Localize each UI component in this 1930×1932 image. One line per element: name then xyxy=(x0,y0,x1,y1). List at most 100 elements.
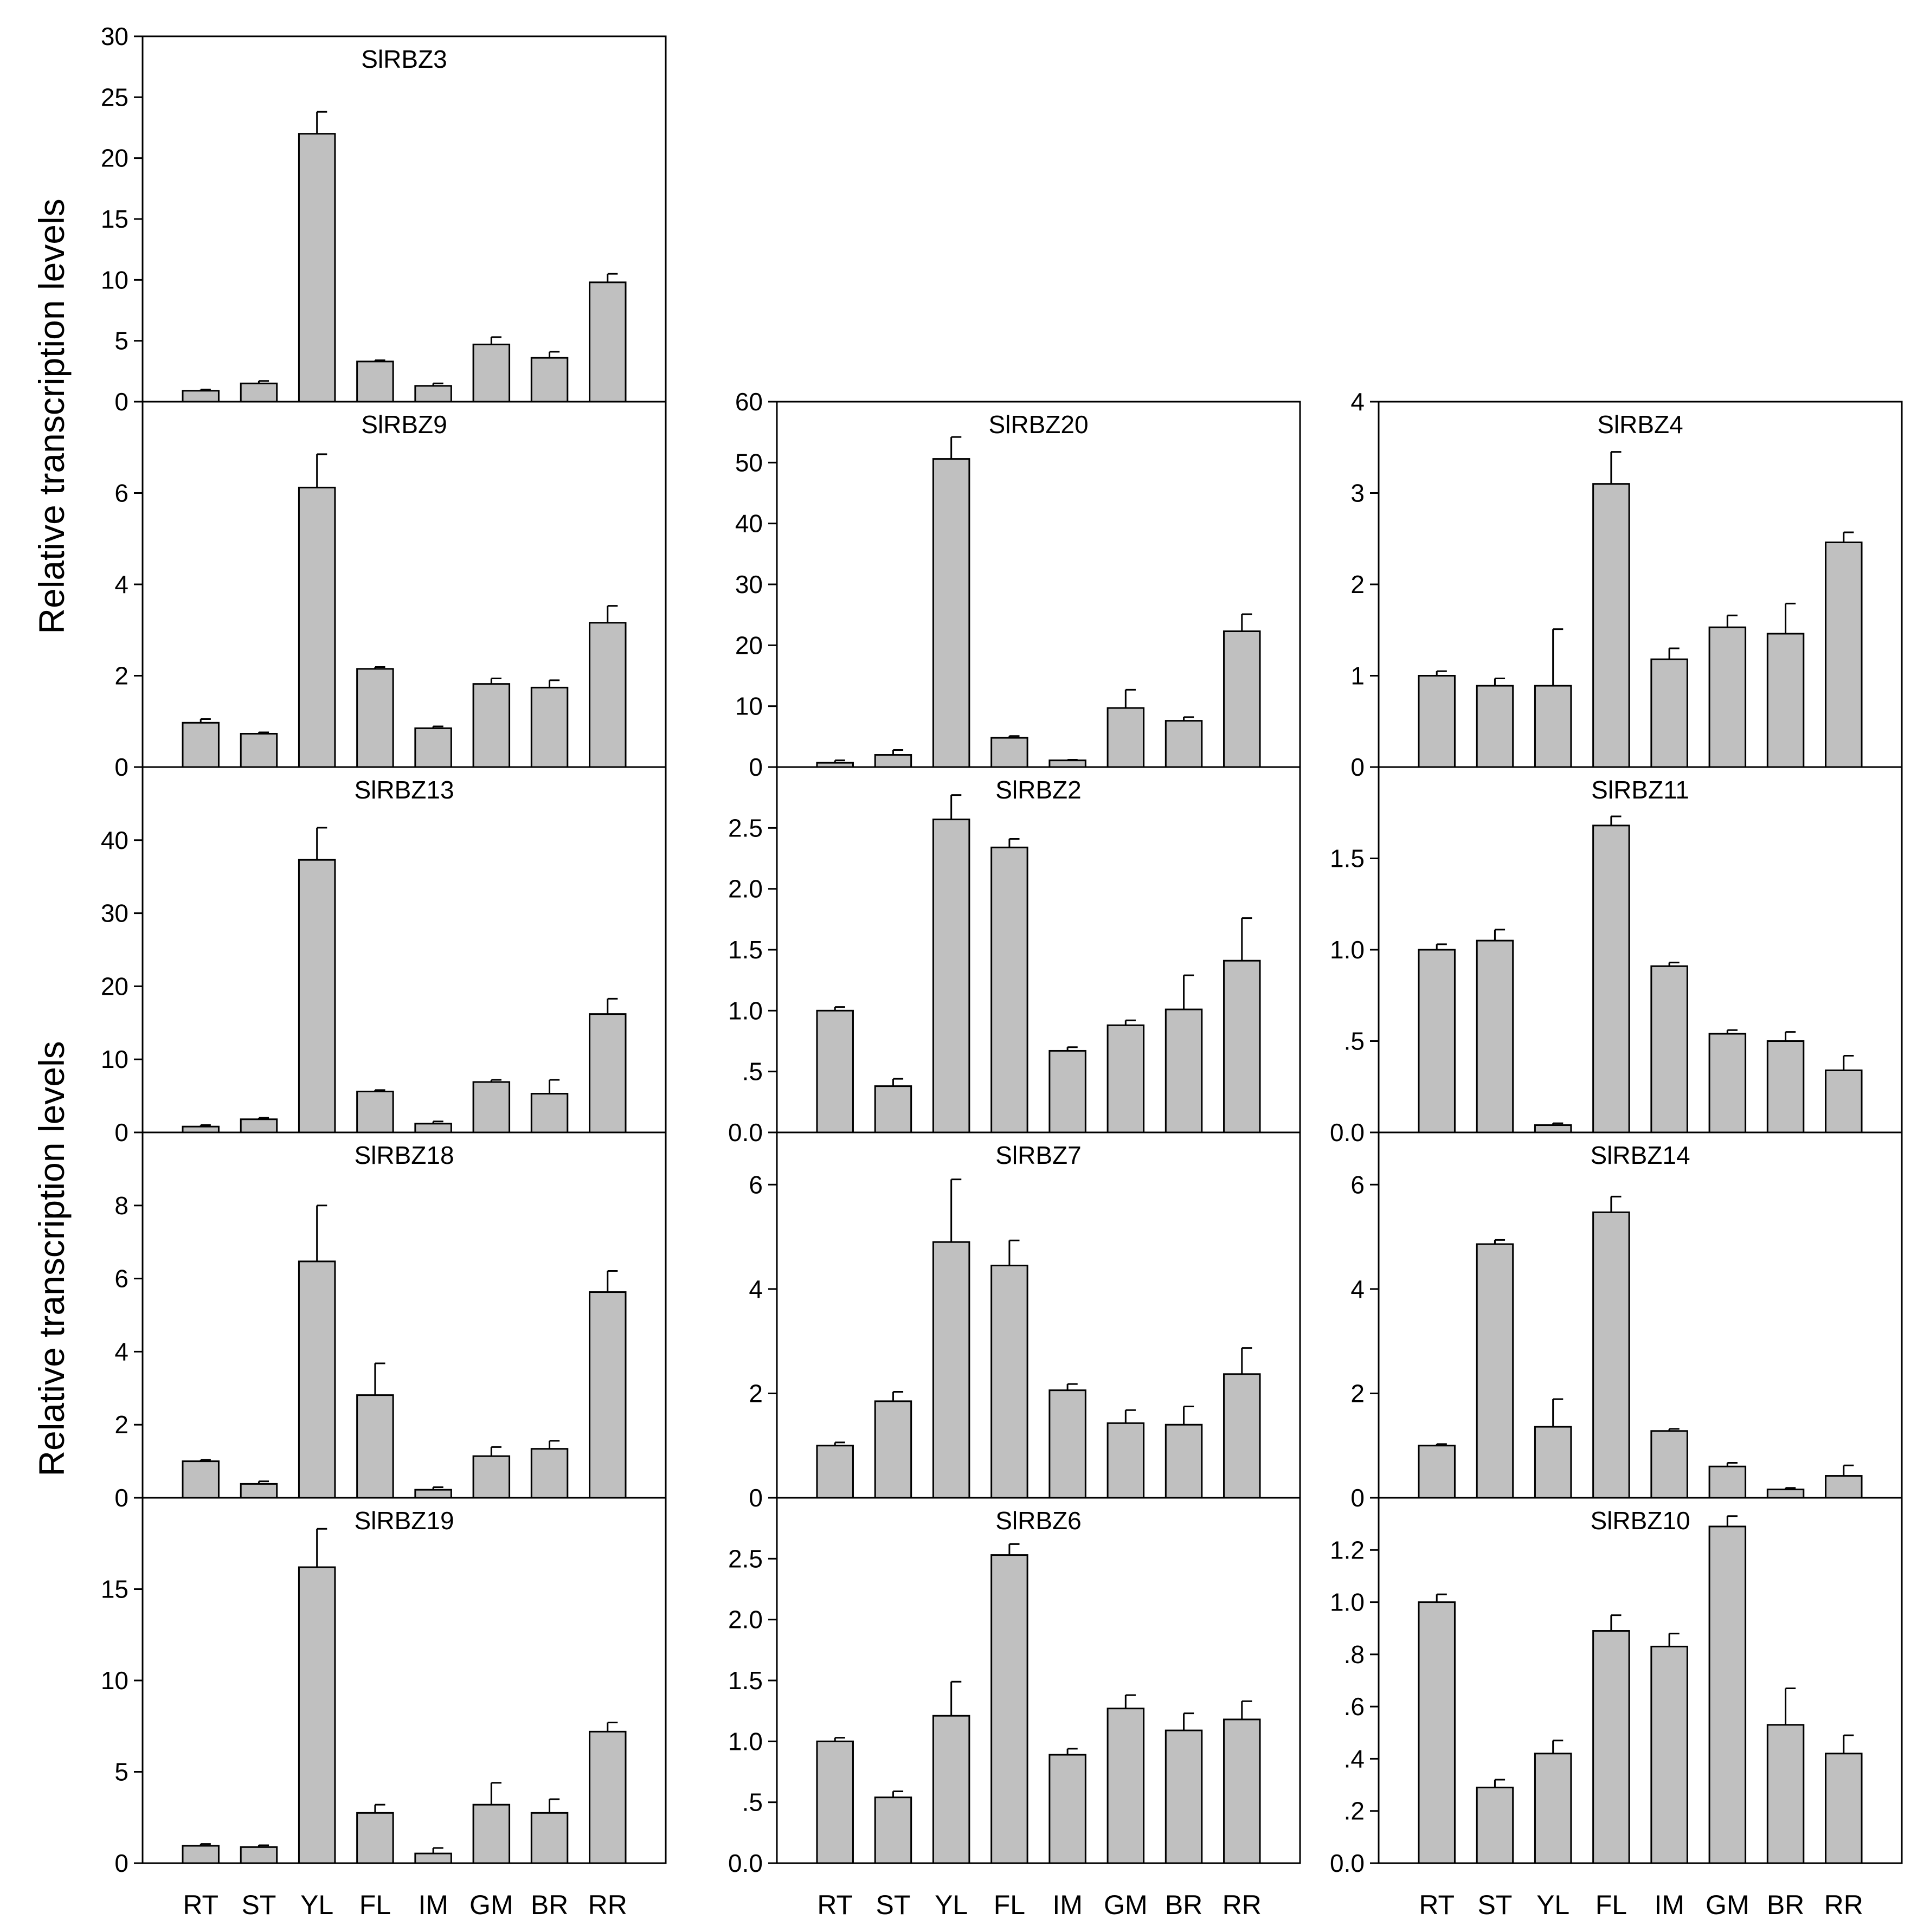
bar xyxy=(1165,720,1203,768)
chart-panel: SlRBZ14 0 2 4 6 xyxy=(1350,1131,1903,1512)
bar xyxy=(1592,825,1630,1134)
y-tick-label: .6 xyxy=(1344,1692,1365,1721)
panel-frame xyxy=(141,766,667,1134)
bar xyxy=(240,732,278,768)
panel-frame xyxy=(1378,766,1903,1134)
y-tick-label: 6 xyxy=(749,1170,763,1199)
y-tick-label: 20 xyxy=(101,144,128,172)
y-tick-label: 4 xyxy=(1350,1275,1365,1303)
y-tick-label: 2.5 xyxy=(728,814,763,842)
y-tick-label: .5 xyxy=(742,1058,763,1086)
panel-frame xyxy=(776,1497,1301,1864)
bar xyxy=(1223,1373,1261,1499)
y-tick-label: .8 xyxy=(1344,1640,1365,1669)
bar xyxy=(356,360,394,403)
y-tick-label: 5 xyxy=(114,1758,128,1786)
y-tick-label: 1.5 xyxy=(1330,845,1365,873)
bar xyxy=(874,754,912,768)
panel-title: SlRBZ4 xyxy=(1597,410,1683,439)
bar xyxy=(1048,1754,1086,1864)
chart-panel: SlRBZ6 0.0 .5 1.0 1.5 2.0 2.5 RT ST YL FL IM GM BR RR xyxy=(728,1497,1301,1920)
x-tick-label: RR xyxy=(1223,1890,1262,1920)
bar xyxy=(182,1125,220,1134)
bar xyxy=(1534,1124,1572,1134)
x-tick-label: ST xyxy=(241,1890,276,1920)
panel-title: SlRBZ6 xyxy=(995,1506,1081,1535)
bar xyxy=(589,1730,627,1864)
bar xyxy=(1825,541,1863,768)
y-tick-label: 4 xyxy=(1350,388,1365,416)
bar xyxy=(932,458,970,768)
bar xyxy=(990,737,1028,768)
y-tick-label: 40 xyxy=(735,510,763,538)
bar xyxy=(298,133,336,403)
panel-title: SlRBZ3 xyxy=(361,45,447,73)
y-tick-label: 1.0 xyxy=(728,996,763,1025)
bar xyxy=(298,486,336,768)
y-tick-label: 0 xyxy=(749,1484,763,1512)
bar xyxy=(356,668,394,768)
x-tick-label: RT xyxy=(183,1890,218,1920)
y-tick-label: 0 xyxy=(114,1484,128,1512)
bar xyxy=(1418,1601,1456,1864)
bar xyxy=(298,1260,336,1499)
x-tick-label: BR xyxy=(531,1890,568,1920)
bar xyxy=(414,385,452,403)
bar xyxy=(414,1489,452,1499)
y-tick-label: 2.0 xyxy=(728,1606,763,1634)
y-tick-label: 1.0 xyxy=(1330,936,1365,964)
bar xyxy=(589,622,627,768)
y-tick-label: 30 xyxy=(101,22,128,50)
bar xyxy=(1106,1422,1145,1499)
bar xyxy=(1106,1708,1145,1864)
panel-frame xyxy=(1378,1497,1903,1864)
bar xyxy=(1476,685,1514,768)
panel-frame xyxy=(776,401,1301,768)
bar xyxy=(1048,1389,1086,1499)
chart-panel: SlRBZ4 0 1 2 3 4 xyxy=(1350,388,1903,781)
chart-panel: SlRBZ7 0 2 4 6 xyxy=(749,1131,1301,1512)
bar xyxy=(530,686,569,768)
panel-frame xyxy=(141,1131,667,1499)
bar xyxy=(1766,1724,1805,1864)
y-tick-label: 4 xyxy=(749,1275,763,1303)
y-tick-label: 1.0 xyxy=(728,1727,763,1755)
bar xyxy=(1418,949,1456,1134)
y-tick-label: 1.0 xyxy=(1330,1588,1365,1617)
chart-panel: SlRBZ18 0 2 4 6 8 xyxy=(114,1131,667,1512)
bar xyxy=(1223,959,1261,1134)
bar xyxy=(932,819,970,1134)
x-tick-label: GM xyxy=(1706,1890,1749,1920)
bar xyxy=(414,1852,452,1864)
bar xyxy=(530,357,569,403)
y-tick-label: 25 xyxy=(101,83,128,111)
bar xyxy=(589,281,627,403)
panel-frame xyxy=(141,401,667,768)
y-tick-label: 60 xyxy=(735,388,763,416)
panel-frame xyxy=(1378,401,1903,768)
x-tick-label: RT xyxy=(1419,1890,1455,1920)
y-tick-label: 0.0 xyxy=(728,1118,763,1147)
bar xyxy=(816,1740,854,1864)
bar xyxy=(1766,633,1805,768)
y-tick-label: 15 xyxy=(101,1575,128,1603)
chart-panel: SlRBZ3 0 5 10 15 20 25 30 xyxy=(101,22,667,416)
y-tick-label: 8 xyxy=(114,1192,128,1220)
bar xyxy=(1650,1430,1688,1499)
x-tick-label: IM xyxy=(1052,1890,1083,1920)
bar xyxy=(1165,1008,1203,1134)
bar xyxy=(472,683,511,768)
y-tick-label: 2.0 xyxy=(728,875,763,903)
bar xyxy=(182,1460,220,1499)
x-tick-label: ST xyxy=(1477,1890,1512,1920)
panel-title: SlRBZ19 xyxy=(354,1506,454,1535)
panel-title: SlRBZ20 xyxy=(988,410,1088,439)
x-tick-label: YL xyxy=(300,1890,333,1920)
bar xyxy=(356,1812,394,1864)
y-tick-label: 10 xyxy=(101,1666,128,1695)
panel-frame xyxy=(141,1497,667,1864)
y-tick-label: 5 xyxy=(114,327,128,355)
bar xyxy=(990,1554,1028,1864)
y-tick-label: 20 xyxy=(101,972,128,1000)
bar xyxy=(1476,1786,1514,1864)
